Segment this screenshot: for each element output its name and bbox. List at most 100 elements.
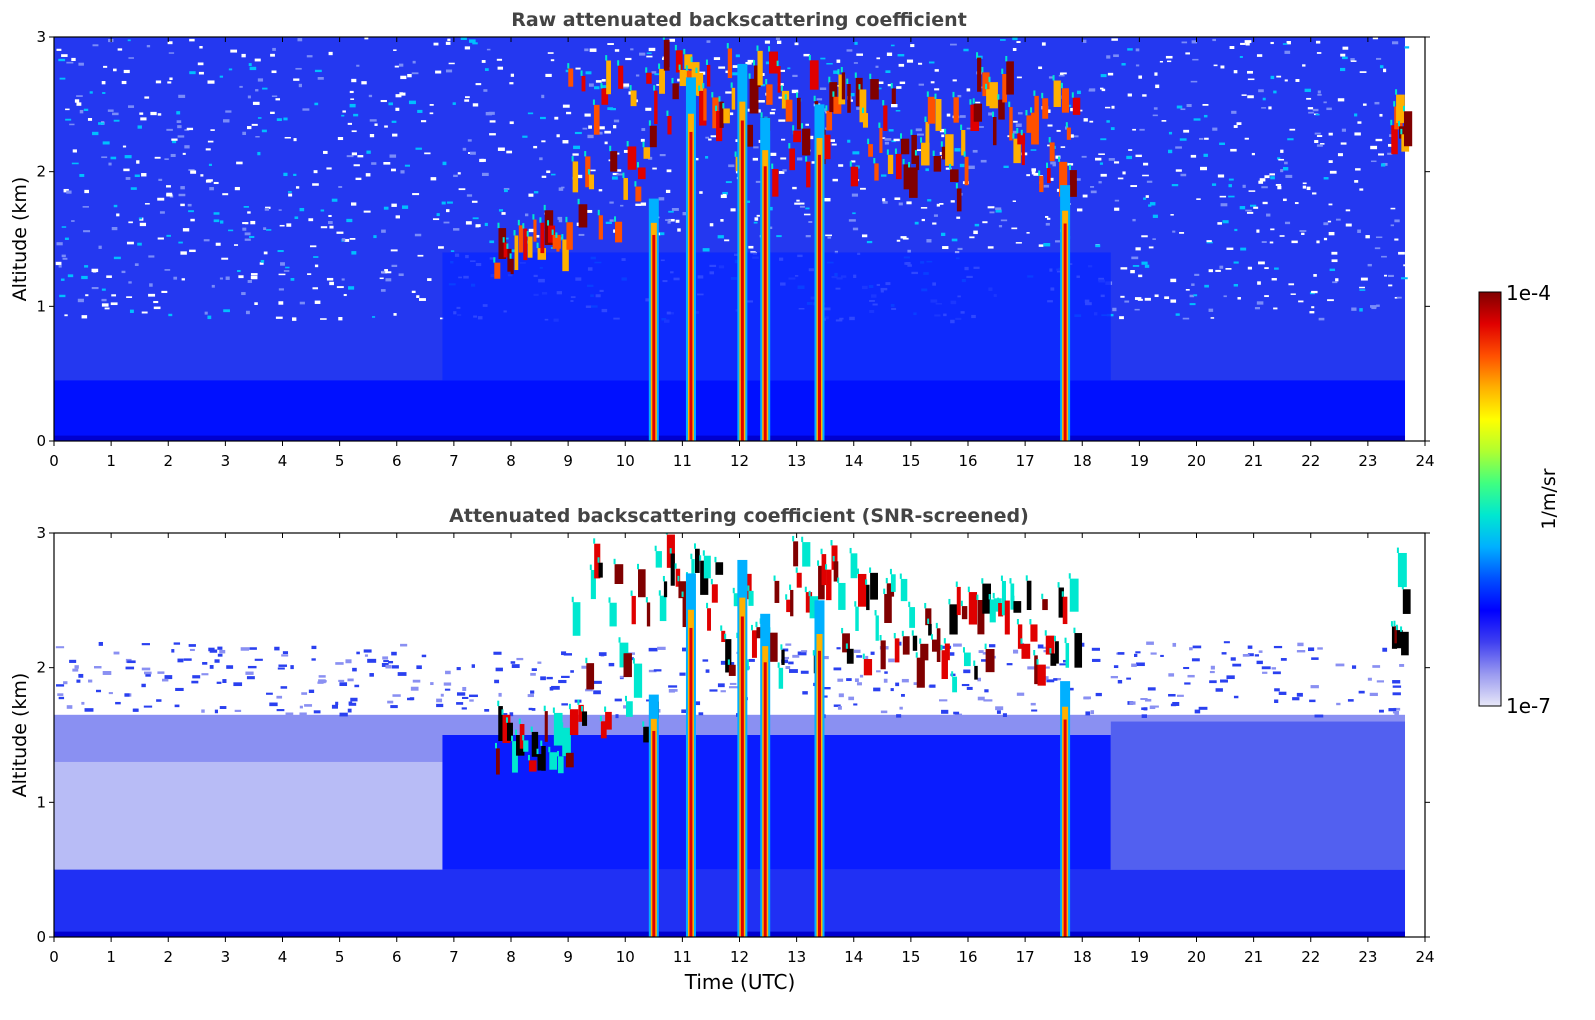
noise-speck: [982, 221, 988, 224]
noise-speck: [1015, 123, 1022, 127]
cloud-edge: [869, 567, 872, 573]
noise-speck: [1101, 88, 1106, 92]
noise-speck: [121, 270, 126, 274]
noise-speck: [475, 224, 481, 228]
noise-speck: [698, 712, 704, 716]
noise-speck: [898, 202, 903, 206]
x-tick-label: 17: [1016, 452, 1035, 470]
noise-speck: [166, 193, 173, 197]
noise-speck: [614, 49, 620, 52]
noise-speck: [1337, 98, 1345, 102]
cloud-edge: [997, 94, 1000, 100]
noise-speck: [250, 273, 258, 276]
noise-speck: [1017, 112, 1023, 115]
noise-speck: [79, 109, 84, 114]
cloud-mark: [1009, 107, 1013, 141]
noise-speck: [729, 682, 737, 685]
noise-speck: [652, 167, 657, 170]
noise-speck: [1226, 675, 1235, 680]
noise-speck: [1176, 105, 1183, 109]
surface-band: [54, 931, 1406, 937]
cloud-mark: [643, 147, 651, 159]
cloud-edge: [654, 545, 657, 552]
cloud-mark: [1059, 161, 1068, 197]
noise-speck: [245, 222, 249, 225]
noise-speck: [527, 112, 534, 115]
noise-speck: [150, 111, 157, 116]
noise-speck: [1312, 192, 1317, 195]
noise-speck: [443, 221, 450, 224]
noise-speck: [952, 79, 957, 82]
noise-speck: [1145, 698, 1152, 702]
noise-speck: [92, 131, 99, 136]
cloud-mark: [663, 581, 668, 598]
noise-speck: [657, 646, 666, 650]
noise-speck: [658, 197, 665, 201]
noise-speck: [211, 284, 215, 288]
noise-speck: [408, 100, 416, 105]
noise-speck: [836, 59, 841, 63]
cloud-mark: [944, 643, 950, 661]
noise-speck: [202, 662, 208, 665]
noise-speck: [616, 173, 624, 176]
noise-speck: [299, 301, 305, 305]
x-tick-label: 11: [673, 948, 692, 966]
noise-speck: [551, 685, 560, 690]
noise-speck: [886, 52, 893, 56]
cloud-mark: [785, 99, 793, 122]
cloud-edge: [669, 548, 672, 554]
noise-speck: [748, 658, 755, 662]
x-tick-label: 7: [449, 452, 459, 470]
noise-speck: [1284, 221, 1291, 225]
noise-speck: [348, 286, 355, 290]
noise-speck: [1371, 305, 1377, 310]
noise-speck: [570, 670, 574, 673]
noise-speck: [254, 302, 258, 305]
noise-speck: [277, 250, 284, 253]
cloud-mark: [963, 652, 971, 667]
cloud-mark: [912, 635, 918, 651]
noise-speck: [58, 264, 62, 268]
noise-speck: [976, 55, 983, 59]
noise-speck: [191, 680, 199, 684]
noise-speck: [141, 667, 151, 671]
cloud-mark: [601, 88, 609, 105]
cloud-edge: [1068, 164, 1071, 171]
noise-speck: [531, 668, 537, 671]
cloud-mark: [863, 659, 873, 676]
noise-speck: [1117, 679, 1123, 684]
noise-speck: [941, 232, 946, 237]
noise-speck: [1217, 174, 1225, 178]
noise-speck: [1308, 647, 1315, 652]
cloud-mark: [582, 711, 588, 726]
streak-core: [740, 120, 744, 441]
cloud-mark: [630, 90, 637, 107]
noise-speck: [541, 94, 545, 99]
noise-speck: [1186, 103, 1192, 108]
cloud-edge: [780, 644, 783, 650]
noise-speck: [293, 173, 297, 176]
noise-speck: [225, 276, 230, 280]
cloud-edge: [862, 653, 865, 660]
cloud-mark: [1013, 601, 1022, 613]
cloud-edge: [820, 548, 823, 555]
noise-speck: [537, 661, 542, 664]
x-tick-label: 11: [673, 452, 692, 470]
cloud-edge: [515, 729, 518, 736]
noise-speck: [1026, 174, 1031, 177]
panel-raw-x-axis: 0 1 2 3 4 5 6 7 8 9 10 11 12 13 14 15 16 17 18 19 20 21 22 23 24: [49, 37, 1435, 470]
cloud-edge: [768, 46, 771, 52]
noise-speck: [472, 217, 479, 220]
cloud-edge: [608, 597, 611, 603]
noise-speck: [92, 269, 97, 273]
noise-speck: [883, 678, 888, 683]
cloud-edge: [841, 627, 844, 634]
y-tick-label: 2: [36, 163, 46, 181]
noise-speck: [171, 649, 175, 653]
cloud-edge: [825, 105, 828, 111]
noise-speck: [1215, 688, 1223, 692]
cloud-edge: [825, 564, 828, 570]
cloud-edge: [840, 66, 843, 73]
noise-speck: [1168, 149, 1173, 154]
noise-speck: [639, 52, 646, 56]
